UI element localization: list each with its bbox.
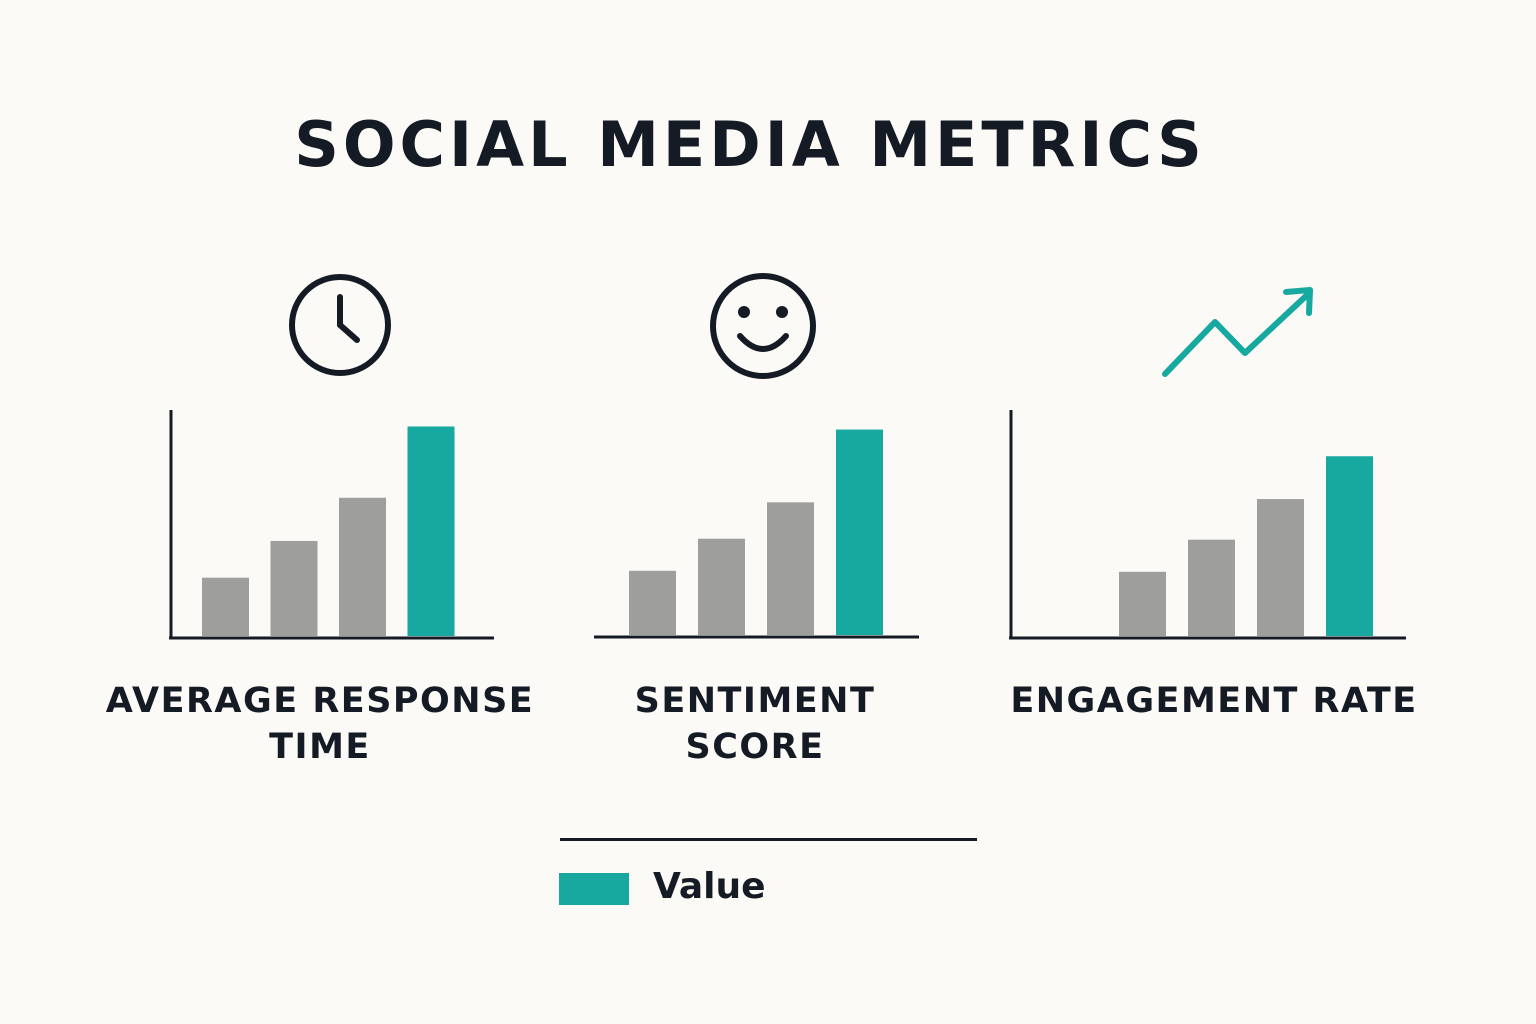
chart-3-bar-2 xyxy=(1119,571,1166,636)
legend-divider xyxy=(560,838,977,841)
chart-1-bar-2 xyxy=(270,540,318,636)
legend-label: Value xyxy=(653,866,766,907)
page-title: SOCIAL MEDIA METRICS xyxy=(294,108,1206,181)
chart-2-bar-3 xyxy=(767,502,814,635)
metric-label-line: SENTIMENT xyxy=(634,681,876,721)
chart-1-bar-3 xyxy=(339,497,386,636)
metric-label-average-response-time: AVERAGE RESPONSE TIME xyxy=(90,678,550,770)
chart-3-axes xyxy=(1009,410,1406,640)
smiley-icon xyxy=(710,273,816,379)
chart-3-bar-4 xyxy=(1257,499,1304,636)
chart-2-bar-4 xyxy=(836,429,883,635)
chart-1-bar-4 xyxy=(407,426,455,636)
chart-3-bar-3 xyxy=(1188,539,1235,636)
chart-3-bar-5 xyxy=(1326,456,1373,636)
trend-up-arrow-icon xyxy=(1162,287,1313,377)
metric-label-engagement-rate: ENGAGEMENT RATE xyxy=(984,678,1444,724)
metric-label-line: SCORE xyxy=(685,727,825,767)
clock-icon xyxy=(289,274,391,376)
legend-swatch xyxy=(559,873,629,905)
chart-1-bar-1 xyxy=(202,577,249,636)
chart-2-bar-1 xyxy=(629,570,676,635)
metric-label-line: ENGAGEMENT RATE xyxy=(1010,681,1418,721)
chart-2-bar-2 xyxy=(698,538,745,635)
bar-marks xyxy=(202,426,1373,636)
metric-label-sentiment-score: SENTIMENT SCORE xyxy=(525,678,985,770)
metric-label-line: AVERAGE RESPONSE xyxy=(105,681,535,721)
metric-label-line: TIME xyxy=(269,727,371,767)
chart-1-axes xyxy=(169,410,494,640)
